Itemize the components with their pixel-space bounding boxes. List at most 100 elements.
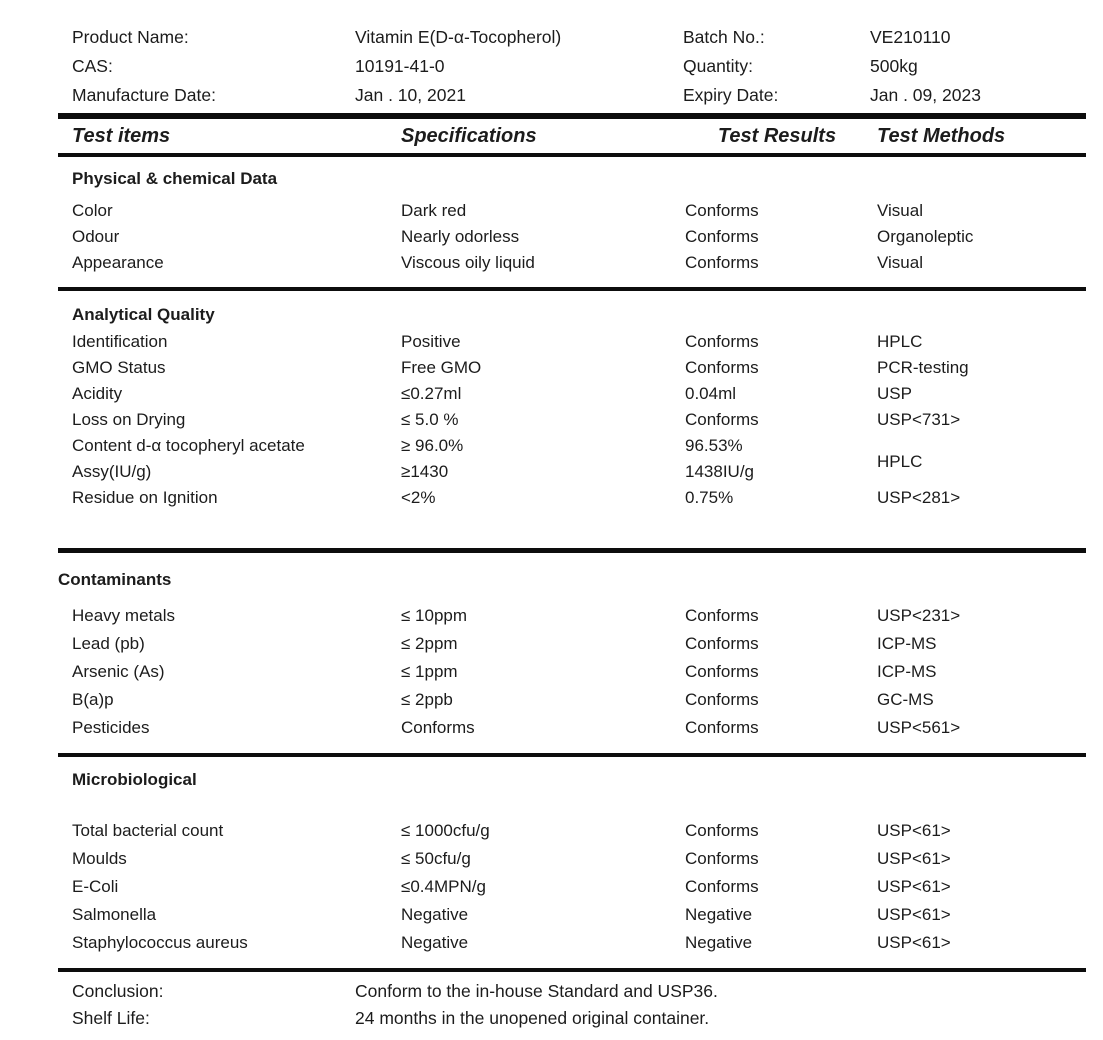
cell-method: PCR-testing [877,358,969,377]
column-header-row: Test items Specifications Test Results T… [58,119,1086,153]
cell-method: USP<281> [877,488,961,507]
cell-result: Conforms [685,410,759,429]
test-row: Odour Nearly odorless Conforms Organoleptic [58,227,1086,253]
conclusion-block: Conclusion: Conform to the in-house Stan… [58,972,1086,1034]
cell-item: Appearance [72,253,164,272]
cell-spec: Negative [401,905,469,924]
cell-result: 0.04ml [685,384,737,403]
cas-label: CAS: [72,56,113,76]
cell-method: HPLC [877,452,923,471]
cell-spec: ≥1430 [401,462,449,481]
cell-result: Negative [685,933,753,952]
cell-item: Assy(IU/g) [72,462,152,481]
cell-result: Conforms [685,662,759,681]
cell-spec: ≤ 1ppm [401,662,458,681]
conclusion-label: Conclusion: [72,981,164,1001]
test-row: Loss on Drying ≤ 5.0 % Conforms USP<731> [58,410,1086,436]
cell-method: USP<231> [877,606,961,625]
cell-method: USP<731> [877,410,961,429]
column-header-test-methods: Test Methods [877,125,1006,147]
info-header: Product Name: Vitamin E(D-α-Tocopherol) … [58,0,1086,113]
cell-item: GMO Status [72,358,166,377]
section-title: Physical & chemical Data [72,169,278,188]
section-rule [58,548,1086,553]
header-rule [58,153,1086,157]
cell-spec: <2% [401,488,436,507]
batch-no-label: Batch No.: [683,27,765,47]
cell-method: HPLC [877,332,923,351]
section-physical-chemical-data: Physical & chemical Data Color Dark red Co… [58,157,1086,279]
cell-spec: ≤ 1000cfu/g [401,821,490,840]
cell-item: E-Coli [72,877,119,896]
cell-result: Conforms [685,358,759,377]
test-row: Content d-α tocopheryl acetate ≥ 96.0% 96.… [58,436,1086,471]
test-row: Arsenic (As) ≤ 1ppm Conforms ICP-MS [58,662,1086,690]
cell-item: Pesticides [72,718,150,737]
cell-item: Heavy metals [72,606,175,625]
test-row: Acidity ≤0.27ml 0.04ml USP [58,384,1086,410]
section-rule [58,753,1086,757]
cell-result: Conforms [685,201,759,220]
cell-method: GC-MS [877,690,934,709]
cell-method: USP<61> [877,933,951,952]
cell-item: Total bacterial count [72,821,224,840]
cell-spec: Dark red [401,201,467,220]
cell-spec: ≤0.27ml [401,384,462,403]
cell-result: Conforms [685,690,759,709]
column-header-test-items: Test items [72,125,171,147]
cell-item: Arsenic (As) [72,662,165,681]
cell-spec: Negative [401,933,469,952]
cell-item: B(a)p [72,690,114,709]
cell-result: 1438IU/g [685,462,754,481]
cell-item: Acidity [72,384,123,403]
quantity-label: Quantity: [683,56,754,76]
cell-spec: ≤ 2ppm [401,634,458,653]
cell-result: Negative [685,905,753,924]
manufacture-date-label: Manufacture Date: [72,85,216,105]
test-row: Salmonella Negative Negative USP<61> [58,905,1086,933]
cell-method: USP<61> [877,905,951,924]
quantity-value: 500kg [870,56,918,76]
section-title: Microbiological [72,770,197,789]
test-row: Appearance Viscous oily liquid Conforms Vis… [58,253,1086,279]
double-rule [58,113,1086,119]
section-rule [58,287,1086,291]
cell-result: Conforms [685,718,759,737]
cell-item: Loss on Drying [72,410,186,429]
test-row: Assy(IU/g) ≥1430 1438IU/g [58,462,1086,488]
cell-item: Residue on Ignition [72,488,218,507]
test-row: E-Coli ≤0.4MPN/g Conforms USP<61> [58,877,1086,905]
test-row: Pesticides Conforms Conforms USP<561> [58,718,1086,746]
test-row: Residue on Ignition <2% 0.75% USP<281> [58,488,1086,514]
cell-result: Conforms [685,227,759,246]
cell-spec: ≤ 50cfu/g [401,849,471,868]
cell-result: Conforms [685,877,759,896]
cell-spec: Nearly odorless [401,227,520,246]
shelf-life-row: Shelf Life: 24 months in the unopened or… [58,1007,1086,1034]
cell-method: ICP-MS [877,662,937,681]
cell-method: ICP-MS [877,634,937,653]
conclusion-value: Conform to the in-house Standard and USP… [355,981,718,1001]
conclusion-row: Conclusion: Conform to the in-house Stan… [58,980,1086,1007]
section-microbiological: Microbiological Total bacterial count ≤ 1… [58,757,1086,961]
cell-item: Content d-α tocopheryl acetate [72,436,305,455]
test-row: Staphylococcus aureus Negative Negative USP… [58,933,1086,961]
cell-spec: ≤0.4MPN/g [401,877,486,896]
cell-result: 0.75% [685,488,734,507]
cell-result: Conforms [685,606,759,625]
cell-item: Moulds [72,849,127,868]
cell-result: Conforms [685,332,759,351]
cell-spec: ≤ 5.0 % [401,410,459,429]
cell-item: Identification [72,332,168,351]
cell-item: Staphylococcus aureus [72,933,248,952]
cas-value: 10191-41-0 [355,56,445,76]
cell-result: Conforms [685,253,759,272]
cell-spec: Free GMO [401,358,482,377]
cell-spec: ≤ 2ppb [401,690,453,709]
column-header-specifications: Specifications [401,125,537,147]
cell-result: 96.53% [685,436,743,455]
cell-method: USP [877,384,912,403]
expiry-date-label: Expiry Date: [683,85,779,105]
test-row: Moulds ≤ 50cfu/g Conforms USP<61> [58,849,1086,877]
